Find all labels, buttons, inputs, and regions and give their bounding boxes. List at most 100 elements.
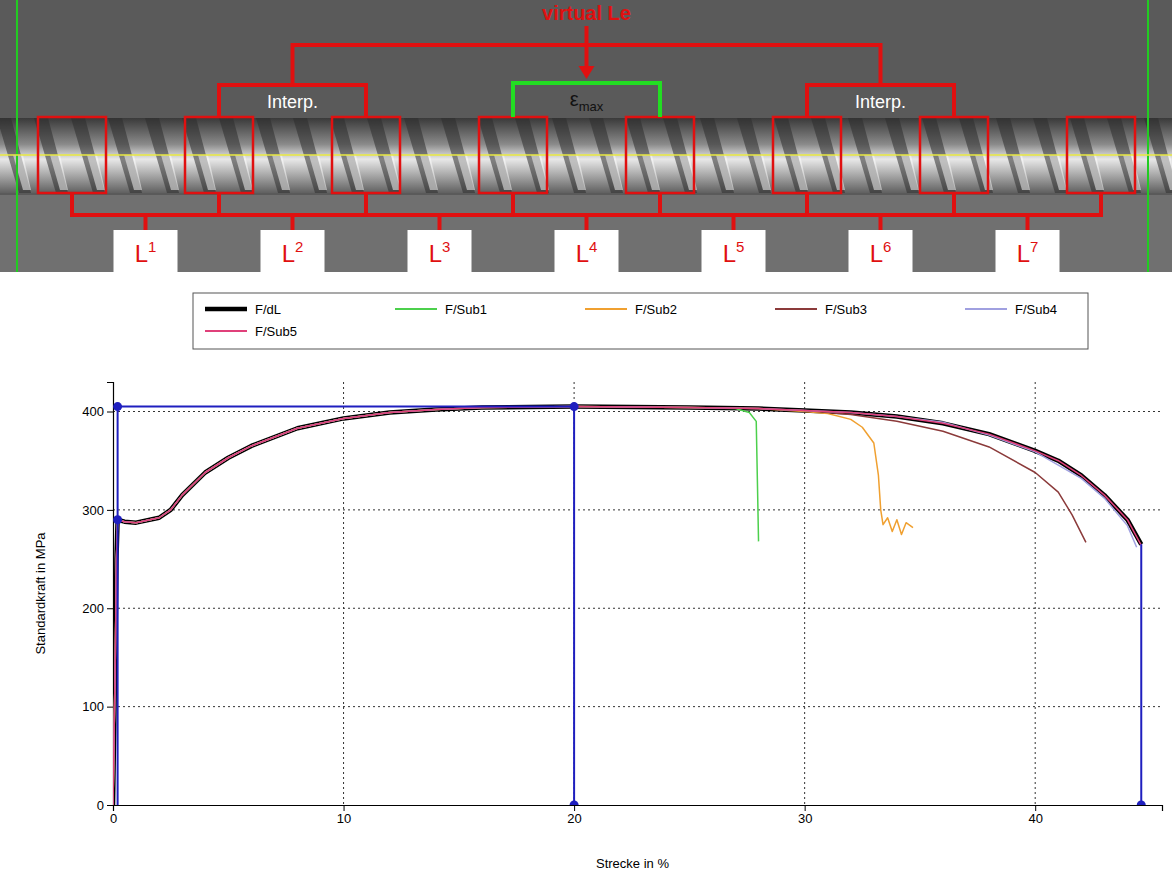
segment-bracket xyxy=(513,193,660,215)
rib-highlight xyxy=(1049,155,1067,190)
cursor-line xyxy=(1140,544,1142,805)
segment-label-box xyxy=(408,230,472,272)
y-tick-mark xyxy=(107,510,113,511)
legend-label: F/Sub2 xyxy=(635,302,677,317)
x-tick: 0 xyxy=(110,805,117,826)
x-axis-title: Strecke in % xyxy=(596,856,669,871)
rib-highlight xyxy=(938,155,956,190)
segment-bracket xyxy=(660,193,807,215)
rib-highlight xyxy=(1086,155,1104,190)
green-marker xyxy=(1147,0,1149,272)
measure-box xyxy=(38,117,106,193)
rib-highlight xyxy=(753,155,771,190)
rib-highlight xyxy=(457,155,475,190)
x-tick-label: 0 xyxy=(110,811,117,826)
cursor-line xyxy=(118,407,574,805)
y-tick-mark xyxy=(107,412,113,413)
measure-box xyxy=(332,117,400,193)
segment-label-box xyxy=(849,230,913,272)
legend-swatch xyxy=(965,308,1007,310)
interp-bracket xyxy=(807,85,954,117)
rebar xyxy=(0,118,1172,193)
segment-stem xyxy=(732,215,736,232)
x-tick: 10 xyxy=(337,805,351,826)
rib-highlight xyxy=(901,155,919,190)
segment-label: L5 xyxy=(723,238,745,267)
rib-highlight xyxy=(50,155,68,190)
legend-swatch xyxy=(775,308,817,310)
segment-stem xyxy=(291,215,295,232)
legend-swatch xyxy=(205,307,247,312)
measure-box xyxy=(1067,117,1135,193)
segment-label-box xyxy=(996,230,1060,272)
legend-label: F/Sub3 xyxy=(825,302,867,317)
y-tick-mark xyxy=(107,608,113,609)
segment-stem xyxy=(438,215,442,232)
epsilon-label: εmax xyxy=(570,88,604,114)
segment-stem xyxy=(1026,215,1030,232)
interp-label: Interp. xyxy=(267,92,318,112)
grid-line-y xyxy=(113,509,1162,510)
segment-label: L7 xyxy=(1017,238,1039,267)
grid xyxy=(113,382,1162,805)
series-line xyxy=(113,407,1141,805)
rib-highlight xyxy=(124,155,142,190)
segment-label-box xyxy=(702,230,766,272)
measure-box xyxy=(626,117,694,193)
rib-highlight xyxy=(605,155,623,190)
segment-stem xyxy=(585,215,589,232)
x-tick-label: 30 xyxy=(798,811,812,826)
epsilon-bracket xyxy=(513,83,660,117)
grid-line-x xyxy=(343,382,344,805)
plot-area xyxy=(113,402,1146,805)
y-tick-label: 400 xyxy=(82,404,104,419)
x-tick-mark xyxy=(344,805,345,811)
x-tick: 20 xyxy=(567,805,581,826)
virtual-stem xyxy=(585,26,589,68)
y-tick-label: 100 xyxy=(82,699,104,714)
series-line xyxy=(113,407,759,805)
segment-bracket xyxy=(219,193,366,215)
legend-swatch xyxy=(205,330,247,332)
rib-highlight xyxy=(235,155,253,190)
cursor-point xyxy=(113,402,122,411)
grid-line-y xyxy=(113,411,1162,412)
y-tick: 0 xyxy=(97,798,113,813)
rib-highlight xyxy=(309,155,327,190)
rib-highlight xyxy=(864,155,882,190)
y-tick: 300 xyxy=(82,503,113,518)
segment-label-box xyxy=(114,230,178,272)
photo-background xyxy=(0,0,1172,272)
segment-stem xyxy=(879,215,883,232)
series-line xyxy=(113,407,1141,805)
rib-highlight xyxy=(420,155,438,190)
cursor-point xyxy=(113,515,122,524)
segment-bracket xyxy=(954,193,1101,215)
photo: L1L2L3L4L5L6L7Interp.Interp.εmaxvirtual … xyxy=(0,0,1172,272)
segment-label: L6 xyxy=(870,238,892,267)
chart: 0102030400100200300400Strecke in %Standa… xyxy=(33,293,1163,871)
y-tick: 100 xyxy=(82,699,113,714)
legend-label: F/Sub4 xyxy=(1015,302,1057,317)
measure-box xyxy=(185,117,253,193)
upper-brackets: Interp.Interp.εmaxvirtual Le xyxy=(219,2,954,117)
rib-highlight xyxy=(383,155,401,190)
segment-bracket xyxy=(366,193,513,215)
rib-highlight xyxy=(568,155,586,190)
rib-highlight xyxy=(790,155,808,190)
y-tick-mark xyxy=(107,707,113,708)
rib-highlight xyxy=(1012,155,1030,190)
rib-highlight xyxy=(161,155,179,190)
cursor-point xyxy=(570,402,579,411)
y-tick-label: 300 xyxy=(82,503,104,518)
y-tick: 400 xyxy=(82,404,113,419)
legend-label: F/Sub1 xyxy=(445,302,487,317)
rib-highlight xyxy=(272,155,290,190)
y-tick-label: 200 xyxy=(82,601,104,616)
green-marker xyxy=(16,0,18,272)
x-tick-label: 40 xyxy=(1028,811,1042,826)
rib-highlight xyxy=(198,155,216,190)
yellow-line xyxy=(0,154,1172,156)
rib-highlight xyxy=(827,155,845,190)
legend-swatch xyxy=(585,308,627,310)
